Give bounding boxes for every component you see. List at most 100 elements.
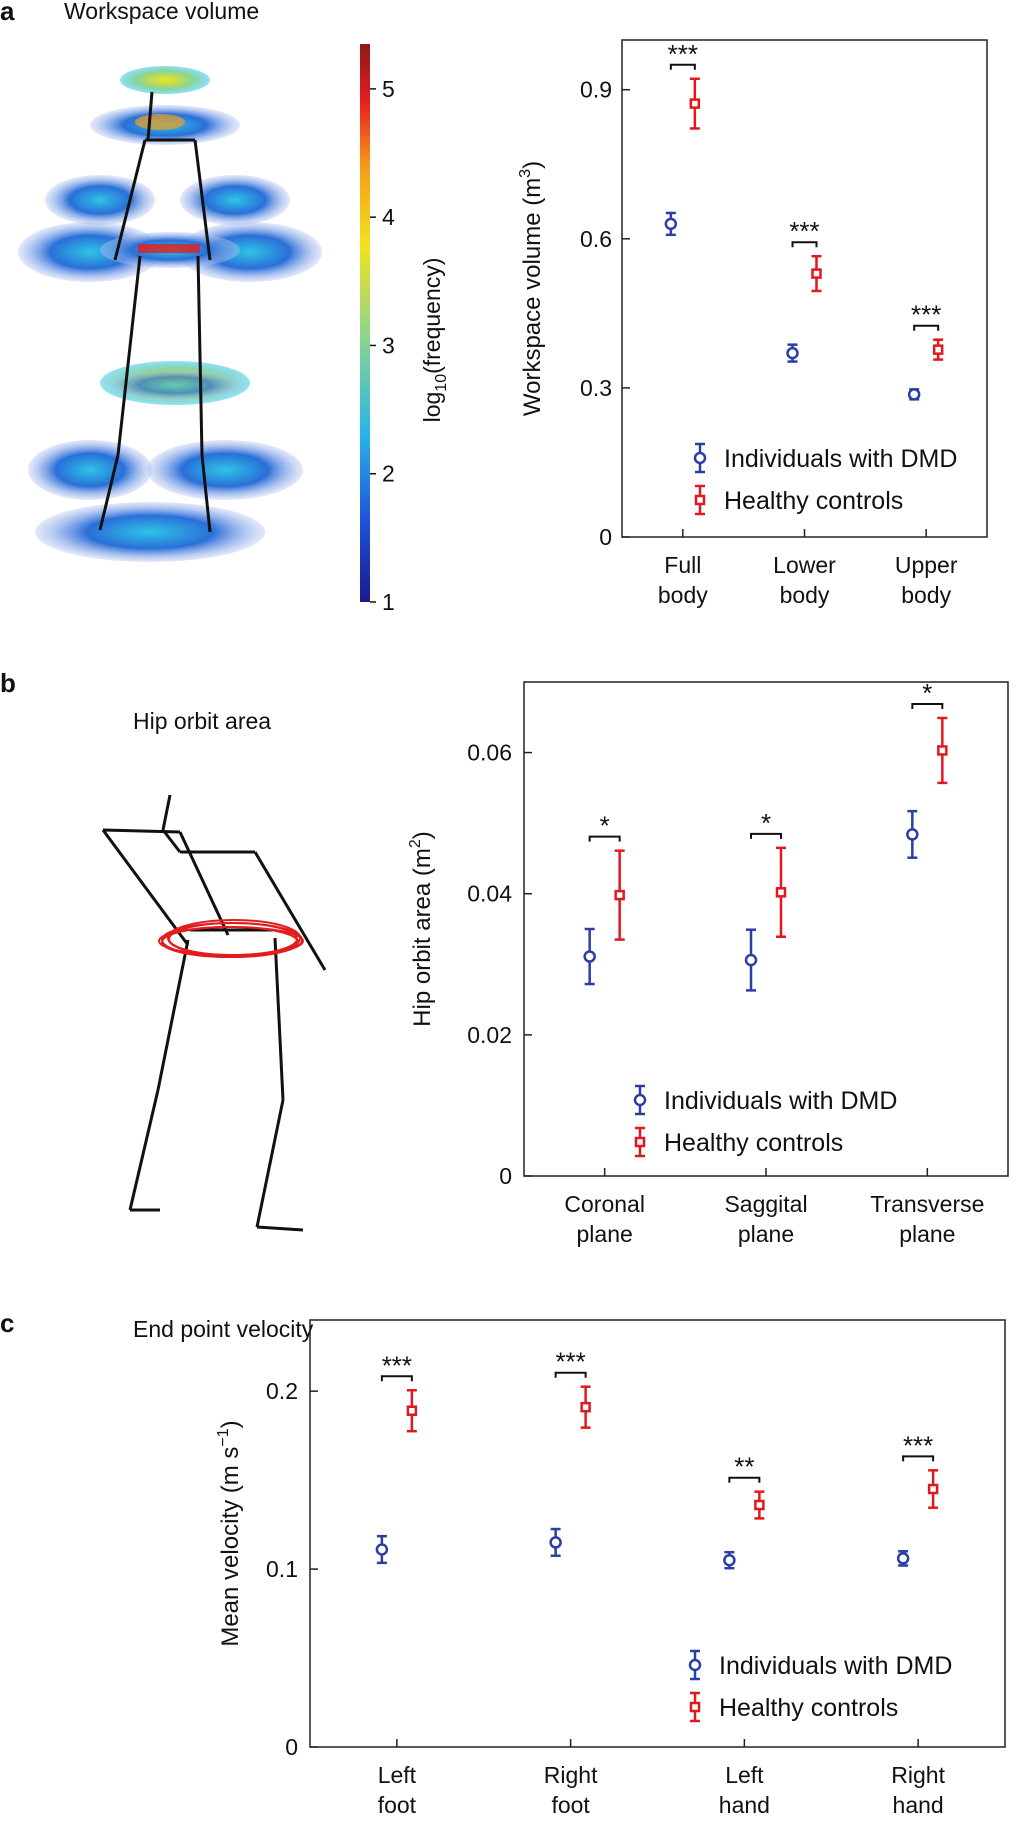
significance-label: **	[734, 1452, 754, 1482]
legend-entry: Individuals with DMD	[688, 1649, 952, 1681]
significance-label: ***	[789, 216, 819, 246]
square-marker	[937, 745, 948, 756]
legend-label: Healthy controls	[724, 487, 903, 515]
y-tick-label: 0	[499, 1163, 512, 1189]
legend-square-icon	[634, 1136, 646, 1148]
significance-label: ***	[911, 300, 941, 330]
x-tick-label: body	[780, 582, 830, 608]
legend-entry: Individuals with DMD	[633, 1084, 897, 1116]
circle-marker	[723, 1553, 736, 1567]
colorbar-tick-label: 5	[382, 76, 395, 102]
legend-circle-icon	[633, 1093, 647, 1107]
significance-bracket	[728, 1476, 761, 1483]
x-tick-label: plane	[899, 1221, 955, 1247]
colorbar-label: log10(frequency)	[419, 258, 450, 423]
control-point	[580, 1385, 591, 1429]
legend-circle-icon	[688, 1658, 702, 1672]
colorbar-tick-label: 3	[382, 332, 395, 358]
control-point	[927, 1469, 939, 1509]
control-point	[689, 77, 701, 130]
dmd-point	[664, 211, 678, 237]
hip-orbit-stick-figure	[101, 794, 327, 1232]
x-tick-label: Full	[664, 552, 701, 578]
dmd-point	[786, 343, 799, 363]
circle-marker	[549, 1536, 562, 1549]
x-tick-label: Coronal	[564, 1191, 645, 1217]
colorbar-tick-label: 1	[382, 589, 395, 610]
y-tick-label: 0.9	[580, 77, 612, 103]
control-point	[406, 1389, 418, 1433]
hip-orbit-trace	[158, 919, 304, 958]
square-marker	[406, 1405, 418, 1416]
stick-figure-skeleton	[101, 794, 327, 1232]
panel-c-title: End point velocity	[133, 1316, 314, 1342]
y-axis-label: Hip orbit area (m2)	[407, 831, 436, 1027]
square-marker	[614, 889, 625, 901]
dmd-point	[549, 1527, 562, 1557]
colorbar-gradient	[360, 44, 370, 602]
legend-entry: Healthy controls	[634, 1126, 843, 1158]
control-point	[937, 716, 948, 785]
dmd-point	[375, 1534, 389, 1565]
x-tick-label: plane	[577, 1221, 633, 1247]
square-marker	[927, 1483, 939, 1495]
control-point	[614, 849, 625, 941]
skeleton-lines	[98, 91, 212, 533]
significance-label: ***	[668, 39, 698, 69]
colorbar-tick-label: 2	[382, 461, 395, 487]
x-tick-label: Right	[891, 1762, 945, 1788]
x-tick-label: foot	[551, 1792, 590, 1818]
y-tick-label: 0.1	[266, 1556, 298, 1582]
circle-marker	[664, 217, 678, 231]
control-point	[775, 846, 787, 939]
control-point	[754, 1490, 765, 1520]
control-point	[932, 338, 944, 361]
colorbar-tick-label: 4	[382, 204, 395, 230]
y-tick-label: 0.6	[580, 226, 612, 252]
square-marker	[811, 268, 822, 279]
significance-bracket	[588, 835, 621, 842]
circle-marker	[583, 950, 596, 963]
legend-label: Individuals with DMD	[664, 1087, 897, 1115]
dmd-point	[744, 928, 758, 992]
legend-label: Individuals with DMD	[719, 1652, 952, 1680]
y-tick-label: 0	[599, 524, 612, 550]
circle-marker	[906, 828, 919, 841]
dmd-point	[723, 1550, 736, 1570]
chart-c-end-point-velocity: 0 0.1 0.2 Mean velocity (m s−1) Left foot Righ…	[215, 1319, 1006, 1818]
x-tick-label: body	[658, 582, 708, 608]
heatmap-layer-top	[90, 66, 240, 145]
control-point	[811, 254, 822, 293]
significance-bracket	[380, 1375, 413, 1382]
x-tick-label: Transverse	[870, 1191, 984, 1217]
chart-a-workspace-volume: 0 0.3 0.6 0.9 Workspace volume (m3) Full body L…	[517, 39, 988, 608]
workspace-heatmap-illustration	[18, 66, 322, 562]
significance-label: ***	[903, 1430, 933, 1460]
legend-entry: Healthy controls	[694, 484, 903, 516]
x-tick-label: plane	[738, 1221, 794, 1247]
y-tick-label: 0	[285, 1734, 298, 1760]
dmd-point	[907, 388, 921, 401]
legend-entry: Individuals with DMD	[693, 442, 957, 474]
dmd-point	[906, 809, 919, 859]
significance-bracket	[669, 63, 696, 70]
x-tick-label: body	[901, 582, 951, 608]
heatmap-layer-feet	[28, 440, 303, 562]
legend-entry: Healthy controls	[689, 1691, 898, 1723]
significance-bracket	[902, 1455, 935, 1462]
legend-square-icon	[694, 494, 706, 506]
legend-circle-icon	[693, 451, 707, 465]
legend-label: Healthy controls	[664, 1129, 843, 1157]
circle-marker	[907, 388, 921, 401]
circle-marker	[896, 1552, 910, 1565]
square-marker	[775, 887, 787, 898]
significance-bracket	[791, 241, 818, 248]
panel-a-letter: a	[0, 0, 15, 26]
legend-square-icon	[689, 1701, 701, 1713]
square-marker	[689, 98, 701, 109]
square-marker	[932, 344, 944, 355]
colorbar: 1 2 3 4 5 log10(frequency)	[360, 44, 450, 610]
y-tick-label: 0.2	[266, 1378, 298, 1404]
circle-marker	[786, 346, 799, 360]
chart-b-hip-orbit-area: 0 0.02 0.04 0.06 Hip orbit area (m2) Coronal p…	[407, 678, 1009, 1247]
